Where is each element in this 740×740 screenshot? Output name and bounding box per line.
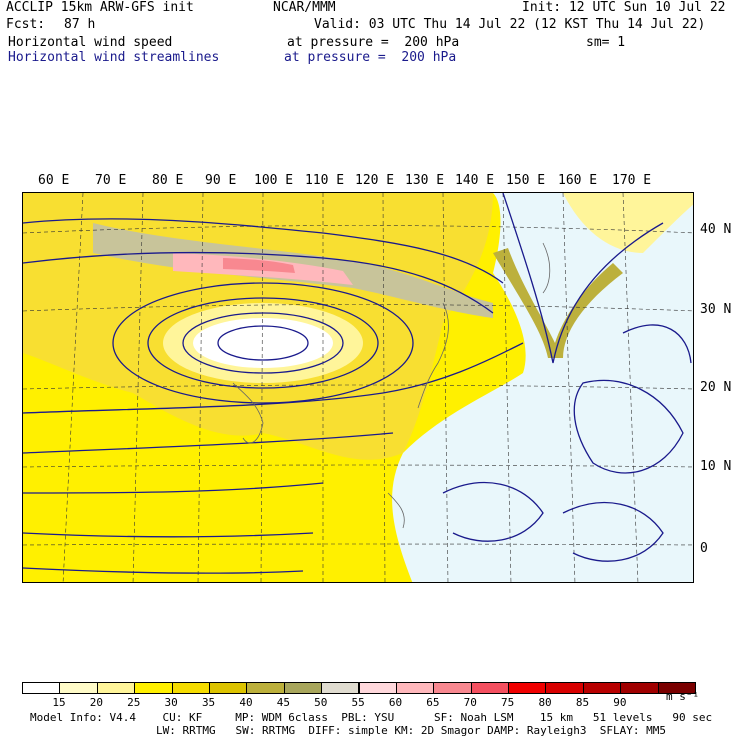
org-label: NCAR/MMM (273, 0, 336, 15)
colorbar-swatch (321, 682, 360, 694)
colorbar-tick-label: 70 (463, 696, 477, 709)
colorbar-units: m s⁻¹ (666, 690, 700, 703)
colorbar-tick-label: 65 (426, 696, 440, 709)
jet-streak-northeast (563, 193, 693, 253)
model-info-line1: Model Info: V4.4 CU: KF MP: WDM 6class P… (30, 711, 713, 724)
colorbar-swatch (470, 682, 510, 694)
colorbar-tick-label: 30 (164, 696, 178, 709)
colorbar-swatch (96, 682, 136, 694)
model-info-line2: LW: RRTMG SW: RRTMG DIFF: simple KM: 2D … (156, 724, 666, 737)
colorbar-tick-label: 55 (351, 696, 365, 709)
fcst-value: 87 h (64, 17, 96, 32)
longitude-label: 160 E (558, 173, 598, 188)
colorbar-tick-label: 60 (388, 696, 403, 709)
graticule (23, 193, 693, 582)
colorbar-swatch (358, 682, 397, 694)
colorbar-swatch (582, 682, 622, 694)
longitude-label: 150 E (506, 173, 546, 188)
latitude-label: 30 N (700, 302, 732, 317)
longitude-label: 100 E (254, 173, 294, 188)
colorbar-tick-label: 25 (127, 696, 141, 709)
longitude-label: 90 E (205, 173, 237, 188)
run-title: ACCLIP 15km ARW-GFS init (6, 0, 194, 15)
colorbar-tick-label: 35 (201, 696, 216, 709)
colorbar-tick-label: 90 (613, 696, 627, 709)
longitude-label: 70 E (95, 173, 127, 188)
colorbar-tick-label: 85 (575, 696, 590, 709)
init-time: Init: 12 UTC Sun 10 Jul 22 (522, 0, 726, 15)
longitude-label: 140 E (455, 173, 495, 188)
colorbar-tick-label: 50 (314, 696, 328, 709)
colorbar-swatch (208, 682, 248, 694)
colorbar-tick-label: 45 (276, 696, 290, 709)
colorbar-tick-label: 40 (239, 696, 253, 709)
latitude-label: 0 (700, 541, 708, 556)
longitude-label: 120 E (355, 173, 395, 188)
colorbar-swatch (657, 682, 696, 694)
field2-name: Horizontal wind streamlines (8, 50, 220, 65)
colorbar-swatch (22, 682, 61, 694)
colorbar-swatch (59, 682, 98, 694)
latitude-label: 20 N (700, 380, 732, 395)
colorbar-swatch (171, 682, 210, 694)
colorbar-swatch (433, 682, 472, 694)
wind-map (22, 192, 694, 583)
fcst-label: Fcst: (6, 17, 46, 32)
colorbar-tick-label: 20 (89, 696, 104, 709)
trough-axis (493, 248, 623, 358)
coastlines (232, 242, 551, 529)
field2-level: at pressure = 200 hPa (284, 50, 457, 65)
valid-time: Valid: 03 UTC Thu 14 Jul 22 (12 KST Thu … (314, 17, 706, 32)
colorbar-swatch (246, 682, 285, 694)
field1-name: Horizontal wind speed (8, 35, 173, 50)
longitude-label: 60 E (38, 173, 70, 188)
latitude-label: 40 N (700, 222, 732, 237)
longitude-label: 80 E (152, 173, 184, 188)
colorbar-swatch (545, 682, 584, 694)
field1-level: at pressure = 200 hPa (287, 35, 460, 50)
anticyclone-core (193, 318, 333, 368)
colorbar-swatch (134, 682, 173, 694)
streamlines (23, 193, 692, 574)
colorbar-tick-label: 75 (501, 696, 515, 709)
jet-core-red (223, 258, 295, 273)
colorbar-tick-label: 15 (52, 696, 66, 709)
colorbar (22, 682, 696, 694)
colorbar-tick-label: 80 (538, 696, 552, 709)
colorbar-swatch (283, 682, 323, 694)
longitude-label: 170 E (612, 173, 652, 188)
colorbar-swatch (508, 682, 547, 694)
field1-smoothing: sm= 1 (586, 35, 626, 50)
colorbar-swatch (395, 682, 435, 694)
longitude-label: 130 E (405, 173, 445, 188)
latitude-label: 10 N (700, 459, 732, 474)
colorbar-swatch (620, 682, 659, 694)
longitude-label: 110 E (305, 173, 345, 188)
